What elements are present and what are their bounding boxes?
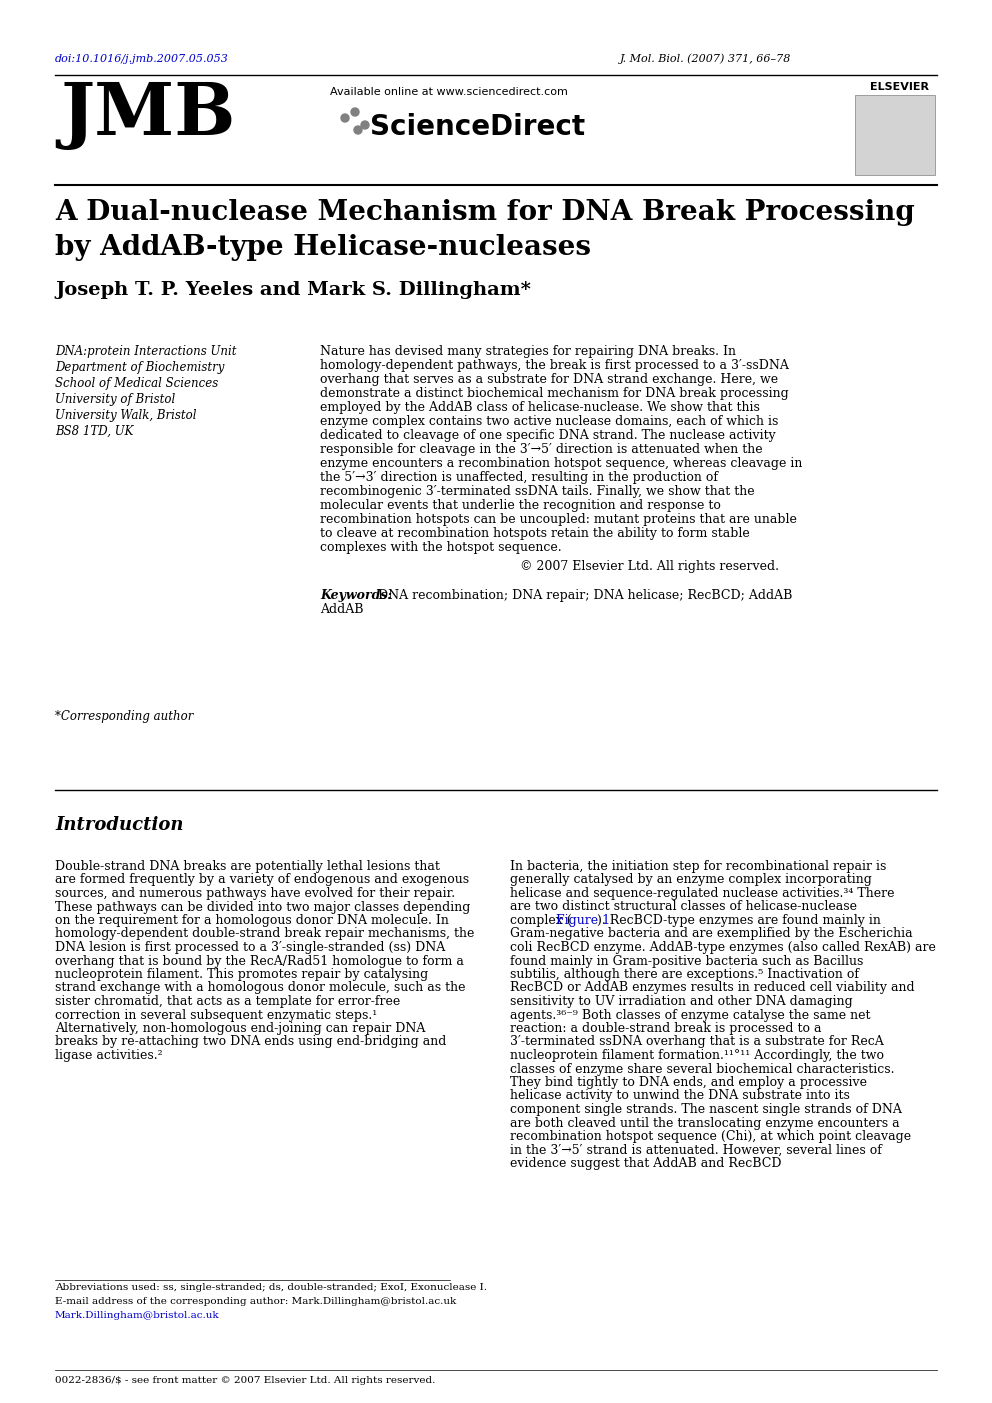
Text: nucleoprotein filament formation.¹¹°¹¹ Accordingly, the two: nucleoprotein filament formation.¹¹°¹¹ A… [510, 1049, 884, 1062]
Text: DNA recombination; DNA repair; DNA helicase; RecBCD; AddAB: DNA recombination; DNA repair; DNA helic… [378, 589, 793, 602]
Text: They bind tightly to DNA ends, and employ a processive: They bind tightly to DNA ends, and emplo… [510, 1076, 867, 1089]
Text: Introduction: Introduction [55, 817, 184, 833]
Text: helicase activity to unwind the DNA substrate into its: helicase activity to unwind the DNA subs… [510, 1090, 850, 1103]
Text: These pathways can be divided into two major classes depending: These pathways can be divided into two m… [55, 901, 470, 913]
Text: recombinogenic 3′-terminated ssDNA tails. Finally, we show that the: recombinogenic 3′-terminated ssDNA tails… [320, 485, 755, 498]
Text: doi:10.1016/j.jmb.2007.05.053: doi:10.1016/j.jmb.2007.05.053 [55, 53, 229, 65]
Text: ligase activities.²: ligase activities.² [55, 1049, 163, 1062]
Text: coli RecBCD enzyme. AddAB-type enzymes (also called RexAB) are: coli RecBCD enzyme. AddAB-type enzymes (… [510, 941, 935, 954]
Text: recombination hotspots can be uncoupled: mutant proteins that are unable: recombination hotspots can be uncoupled:… [320, 513, 797, 526]
Text: University Walk, Bristol: University Walk, Bristol [55, 410, 196, 422]
Text: Mark.Dillingham@bristol.ac.uk: Mark.Dillingham@bristol.ac.uk [55, 1310, 219, 1320]
Text: Gram-negative bacteria and are exemplified by the Escherichia: Gram-negative bacteria and are exemplifi… [510, 927, 913, 940]
Text: employed by the AddAB class of helicase-nuclease. We show that this: employed by the AddAB class of helicase-… [320, 401, 760, 414]
Text: Joseph T. P. Yeeles and Mark S. Dillingham*: Joseph T. P. Yeeles and Mark S. Dillingh… [55, 281, 531, 299]
Text: found mainly in Gram-positive bacteria such as Bacillus: found mainly in Gram-positive bacteria s… [510, 954, 863, 968]
Text: on the requirement for a homologous donor DNA molecule. In: on the requirement for a homologous dono… [55, 913, 448, 927]
Text: Figure 1: Figure 1 [556, 913, 610, 927]
FancyBboxPatch shape [855, 95, 935, 175]
Text: enzyme complex contains two active nuclease domains, each of which is: enzyme complex contains two active nucle… [320, 415, 779, 428]
Text: BS8 1TD, UK: BS8 1TD, UK [55, 425, 133, 438]
Text: overhang that serves as a substrate for DNA strand exchange. Here, we: overhang that serves as a substrate for … [320, 373, 778, 386]
Text: School of Medical Sciences: School of Medical Sciences [55, 377, 218, 390]
Text: helicase and sequence-regulated nuclease activities.³⁴ There: helicase and sequence-regulated nuclease… [510, 887, 895, 899]
Text: complex (: complex ( [510, 913, 571, 927]
Text: in the 3′→5′ strand is attenuated. However, several lines of: in the 3′→5′ strand is attenuated. Howev… [510, 1143, 882, 1156]
Text: © 2007 Elsevier Ltd. All rights reserved.: © 2007 Elsevier Ltd. All rights reserved… [520, 560, 779, 572]
Text: JMB: JMB [60, 79, 235, 150]
Text: *Corresponding author: *Corresponding author [55, 710, 193, 723]
Text: overhang that is bound by the RecA/Rad51 homologue to form a: overhang that is bound by the RecA/Rad51… [55, 954, 464, 968]
Text: by AddAB-type Helicase-nucleases: by AddAB-type Helicase-nucleases [55, 234, 591, 261]
Text: Double-strand DNA breaks are potentially lethal lesions that: Double-strand DNA breaks are potentially… [55, 860, 439, 873]
Text: 3′-terminated ssDNA overhang that is a substrate for RecA: 3′-terminated ssDNA overhang that is a s… [510, 1035, 884, 1048]
Text: strand exchange with a homologous donor molecule, such as the: strand exchange with a homologous donor … [55, 982, 465, 995]
Text: ScienceDirect: ScienceDirect [370, 114, 585, 140]
Text: ELSEVIER: ELSEVIER [870, 81, 929, 93]
Text: sources, and numerous pathways have evolved for their repair.: sources, and numerous pathways have evol… [55, 887, 455, 899]
Circle shape [354, 126, 362, 135]
Text: ). RecBCD-type enzymes are found mainly in: ). RecBCD-type enzymes are found mainly … [597, 913, 881, 927]
Circle shape [361, 121, 369, 129]
Text: AddAB: AddAB [320, 603, 363, 616]
Text: generally catalysed by an enzyme complex incorporating: generally catalysed by an enzyme complex… [510, 874, 872, 887]
Text: agents.³⁶⁻⁹ Both classes of enzyme catalyse the same net: agents.³⁶⁻⁹ Both classes of enzyme catal… [510, 1009, 871, 1021]
Text: Abbreviations used: ss, single-stranded; ds, double-stranded; ExoI, Exonuclease : Abbreviations used: ss, single-stranded;… [55, 1282, 487, 1292]
Text: are two distinct structural classes of helicase-nuclease: are two distinct structural classes of h… [510, 901, 857, 913]
Text: Keywords:: Keywords: [320, 589, 392, 602]
Text: complexes with the hotspot sequence.: complexes with the hotspot sequence. [320, 542, 561, 554]
Text: A Dual-nuclease Mechanism for DNA Break Processing: A Dual-nuclease Mechanism for DNA Break … [55, 199, 915, 226]
Text: reaction: a double-strand break is processed to a: reaction: a double-strand break is proce… [510, 1021, 821, 1035]
Text: University of Bristol: University of Bristol [55, 393, 176, 405]
Text: homology-dependent pathways, the break is first processed to a 3′-ssDNA: homology-dependent pathways, the break i… [320, 359, 789, 372]
Circle shape [351, 108, 359, 116]
Text: DNA lesion is first processed to a 3′-single-stranded (ss) DNA: DNA lesion is first processed to a 3′-si… [55, 941, 445, 954]
Text: E-mail address of the corresponding author: Mark.Dillingham@bristol.ac.uk: E-mail address of the corresponding auth… [55, 1296, 456, 1306]
Text: the 5′→3′ direction is unaffected, resulting in the production of: the 5′→3′ direction is unaffected, resul… [320, 471, 718, 484]
Text: RecBCD or AddAB enzymes results in reduced cell viability and: RecBCD or AddAB enzymes results in reduc… [510, 982, 915, 995]
Text: are formed frequently by a variety of endogenous and exogenous: are formed frequently by a variety of en… [55, 874, 469, 887]
Text: Available online at www.sciencedirect.com: Available online at www.sciencedirect.co… [330, 87, 567, 97]
Text: evidence suggest that AddAB and RecBCD: evidence suggest that AddAB and RecBCD [510, 1157, 782, 1170]
Text: breaks by re-attaching two DNA ends using end-bridging and: breaks by re-attaching two DNA ends usin… [55, 1035, 446, 1048]
Text: recombination hotspot sequence (Chi), at which point cleavage: recombination hotspot sequence (Chi), at… [510, 1129, 911, 1143]
Text: classes of enzyme share several biochemical characteristics.: classes of enzyme share several biochemi… [510, 1062, 895, 1076]
Text: Department of Biochemistry: Department of Biochemistry [55, 361, 224, 375]
Text: component single strands. The nascent single strands of DNA: component single strands. The nascent si… [510, 1103, 902, 1115]
Text: subtilis, although there are exceptions.⁵ Inactivation of: subtilis, although there are exceptions.… [510, 968, 859, 981]
Text: dedicated to cleavage of one specific DNA strand. The nuclease activity: dedicated to cleavage of one specific DN… [320, 429, 776, 442]
Text: J. Mol. Biol. (2007) 371, 66–78: J. Mol. Biol. (2007) 371, 66–78 [620, 53, 792, 65]
Text: Alternatively, non-homologous end-joining can repair DNA: Alternatively, non-homologous end-joinin… [55, 1021, 426, 1035]
Text: enzyme encounters a recombination hotspot sequence, whereas cleavage in: enzyme encounters a recombination hotspo… [320, 457, 803, 470]
Text: to cleave at recombination hotspots retain the ability to form stable: to cleave at recombination hotspots reta… [320, 528, 750, 540]
Text: demonstrate a distinct biochemical mechanism for DNA break processing: demonstrate a distinct biochemical mecha… [320, 387, 789, 400]
Text: In bacteria, the initiation step for recombinational repair is: In bacteria, the initiation step for rec… [510, 860, 887, 873]
Circle shape [341, 114, 349, 122]
Text: nucleoprotein filament. This promotes repair by catalysing: nucleoprotein filament. This promotes re… [55, 968, 429, 981]
Text: sister chromatid, that acts as a template for error-free: sister chromatid, that acts as a templat… [55, 995, 400, 1007]
Text: correction in several subsequent enzymatic steps.¹: correction in several subsequent enzymat… [55, 1009, 377, 1021]
Text: are both cleaved until the translocating enzyme encounters a: are both cleaved until the translocating… [510, 1117, 900, 1129]
Text: molecular events that underlie the recognition and response to: molecular events that underlie the recog… [320, 499, 721, 512]
Text: 0022-2836/$ - see front matter © 2007 Elsevier Ltd. All rights reserved.: 0022-2836/$ - see front matter © 2007 El… [55, 1376, 435, 1385]
Text: sensitivity to UV irradiation and other DNA damaging: sensitivity to UV irradiation and other … [510, 995, 853, 1007]
Text: responsible for cleavage in the 3′→5′ direction is attenuated when the: responsible for cleavage in the 3′→5′ di… [320, 443, 763, 456]
Text: homology-dependent double-strand break repair mechanisms, the: homology-dependent double-strand break r… [55, 927, 474, 940]
Text: Nature has devised many strategies for repairing DNA breaks. In: Nature has devised many strategies for r… [320, 345, 736, 358]
Text: DNA:protein Interactions Unit: DNA:protein Interactions Unit [55, 345, 236, 358]
